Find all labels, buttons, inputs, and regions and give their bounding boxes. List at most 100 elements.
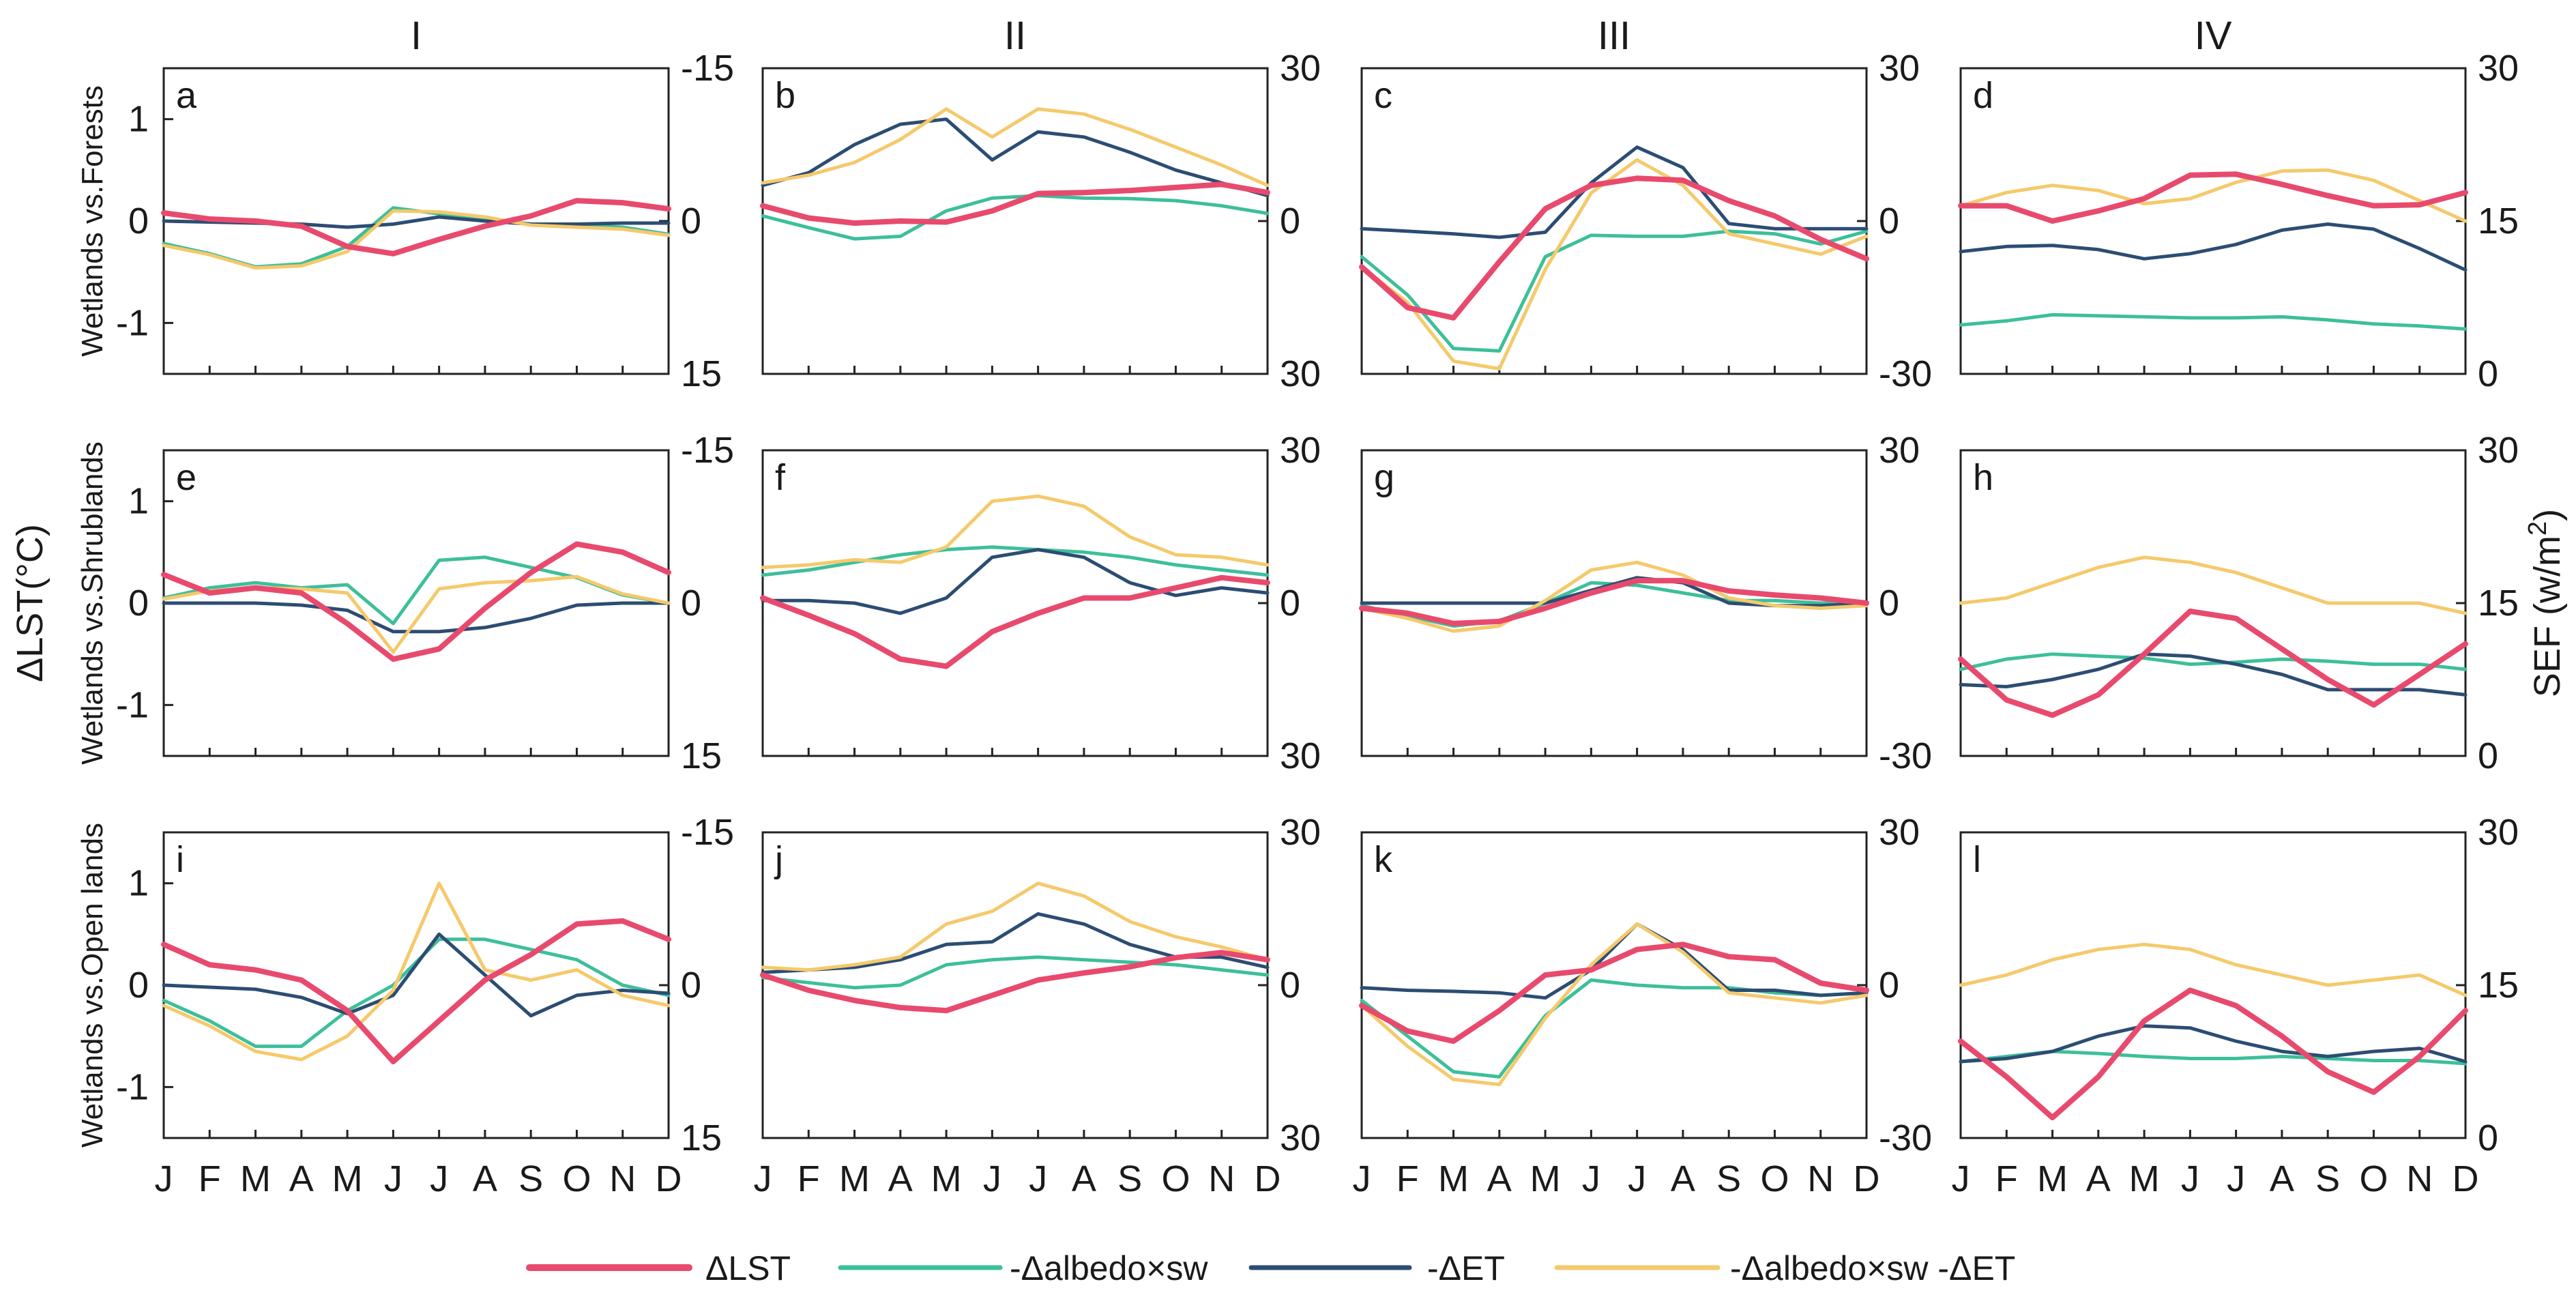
x-tick-label: A <box>888 1158 913 1199</box>
series-line-et <box>1360 922 1869 1000</box>
panel-letter: f <box>775 457 786 498</box>
right-tick-label: 0 <box>1280 201 1300 242</box>
x-tick-label: N <box>609 1158 636 1199</box>
legend-label: -Δalbedo×sw <box>1010 1249 1208 1287</box>
right-tick-label: 30 <box>1280 735 1321 776</box>
series-line-dlst <box>161 541 671 662</box>
x-tick-label: O <box>2359 1158 2388 1199</box>
right-tick-label: 30 <box>1879 48 1920 89</box>
x-tick-label: J <box>983 1158 1001 1199</box>
series-line-dlst <box>1958 608 2468 718</box>
left-tick-label: 0 <box>128 965 149 1006</box>
series-line-dlst <box>1359 175 1869 321</box>
series-line-dlst <box>1958 171 2468 224</box>
x-tick-label: M <box>1530 1158 1561 1199</box>
panel-e: e -1 0 1 -15 0 15 <box>116 430 734 776</box>
x-tick-label: S <box>2315 1158 2340 1199</box>
x-tick-label: A <box>1072 1158 1096 1199</box>
x-tick-label: S <box>1117 1158 1142 1199</box>
panel-letter: d <box>1973 75 1993 116</box>
right-tick-label: 0 <box>1280 583 1300 624</box>
x-tick-label: M <box>2129 1158 2160 1199</box>
panel-letter: h <box>1973 457 1993 498</box>
x-tick-label: M <box>839 1158 870 1199</box>
x-tick-label: A <box>289 1158 314 1199</box>
legend-item: -ΔET <box>1248 1249 1505 1287</box>
series-line-albedo-et <box>1360 922 1869 1087</box>
column-title: I <box>411 14 422 58</box>
panel-letter: j <box>774 839 783 880</box>
right-tick-label: 30 <box>1280 812 1321 853</box>
series-line-albedo-et <box>1959 168 2468 223</box>
right-tick-label: 15 <box>681 735 722 776</box>
x-tick-label: J <box>1029 1158 1047 1199</box>
series-line-et <box>162 601 671 634</box>
series-line-et <box>1360 145 1869 239</box>
series-line-albedo <box>1959 312 2468 331</box>
x-tick-label: M <box>931 1158 962 1199</box>
right-tick-label: 0 <box>681 583 701 624</box>
right-axis-title-sup: 2 <box>2523 521 2552 536</box>
right-tick-label: 30 <box>1280 353 1321 394</box>
left-tick-label: 0 <box>128 201 149 242</box>
series-line-dlst <box>161 198 671 257</box>
panel-letter: c <box>1374 75 1392 116</box>
left-tick-label: 1 <box>128 863 149 904</box>
x-tick-label: O <box>562 1158 591 1199</box>
panel-a: a -1 0 1 -15 0 15 <box>116 48 734 394</box>
series-line-et <box>761 912 1270 974</box>
x-tick-label: J <box>155 1158 173 1199</box>
left-tick-label: -1 <box>116 684 149 725</box>
legend-label: ΔLST <box>705 1249 791 1287</box>
series-line-albedo <box>761 194 1270 241</box>
right-tick-label: -30 <box>1879 1118 1932 1158</box>
right-tick-label: 30 <box>1280 430 1321 471</box>
right-axis-title: SEF (w/m2) <box>2523 509 2568 697</box>
x-tick-label: F <box>1995 1158 2018 1199</box>
series-line-albedo-et <box>162 209 671 270</box>
panel-letter: e <box>176 457 196 498</box>
series-line-albedo-et <box>761 494 1270 570</box>
series-line-dlst <box>1958 987 2468 1121</box>
right-tick-label: 15 <box>2478 965 2519 1006</box>
right-tick-label: 30 <box>2478 430 2519 471</box>
x-tick-label: S <box>1716 1158 1741 1199</box>
right-tick-label: -30 <box>1879 735 1932 776</box>
right-tick-label: -15 <box>681 48 734 89</box>
column-title: III <box>1598 14 1630 58</box>
x-tick-label: J <box>1952 1158 1970 1199</box>
legend-label: -Δalbedo×sw -ΔET <box>1730 1249 2015 1287</box>
x-tick-label: D <box>1854 1158 1880 1199</box>
right-tick-label: 0 <box>1879 965 1899 1006</box>
row-label: Wetlands vs.Shrublands <box>76 441 109 765</box>
panel-f: f 30 0 30 <box>760 430 1321 776</box>
series-line-albedo-et <box>1360 158 1869 370</box>
right-tick-label: 15 <box>2478 201 2519 242</box>
series-line-dlst <box>161 918 671 1064</box>
panel-letter: l <box>1973 839 1981 880</box>
right-tick-label: 30 <box>1280 48 1321 89</box>
row-label: Wetlands vs.Forests <box>76 85 109 357</box>
x-tick-label: J <box>384 1158 402 1199</box>
right-tick-label: 0 <box>681 201 701 242</box>
right-axis-title-main: SEF (w/m <box>2527 536 2568 697</box>
x-tick-label: D <box>1255 1158 1281 1199</box>
x-tick-label: J <box>1353 1158 1371 1199</box>
series-line-dlst <box>1359 942 1869 1045</box>
series-line-albedo <box>162 206 671 269</box>
panel-c: c 30 0 -30 <box>1359 48 1932 394</box>
right-tick-label: 30 <box>1879 430 1920 471</box>
series-line-et <box>761 117 1270 198</box>
series-line-albedo <box>761 955 1270 990</box>
series-line-dlst <box>1359 578 1869 626</box>
panel-letter: k <box>1374 839 1393 880</box>
series-line-albedo-et <box>1959 942 2468 997</box>
legend-item: ΔLST <box>526 1249 791 1287</box>
series-line-albedo <box>1360 978 1869 1079</box>
x-tick-label: J <box>2227 1158 2245 1199</box>
row-label: Wetlands vs.Open lands <box>76 823 109 1148</box>
